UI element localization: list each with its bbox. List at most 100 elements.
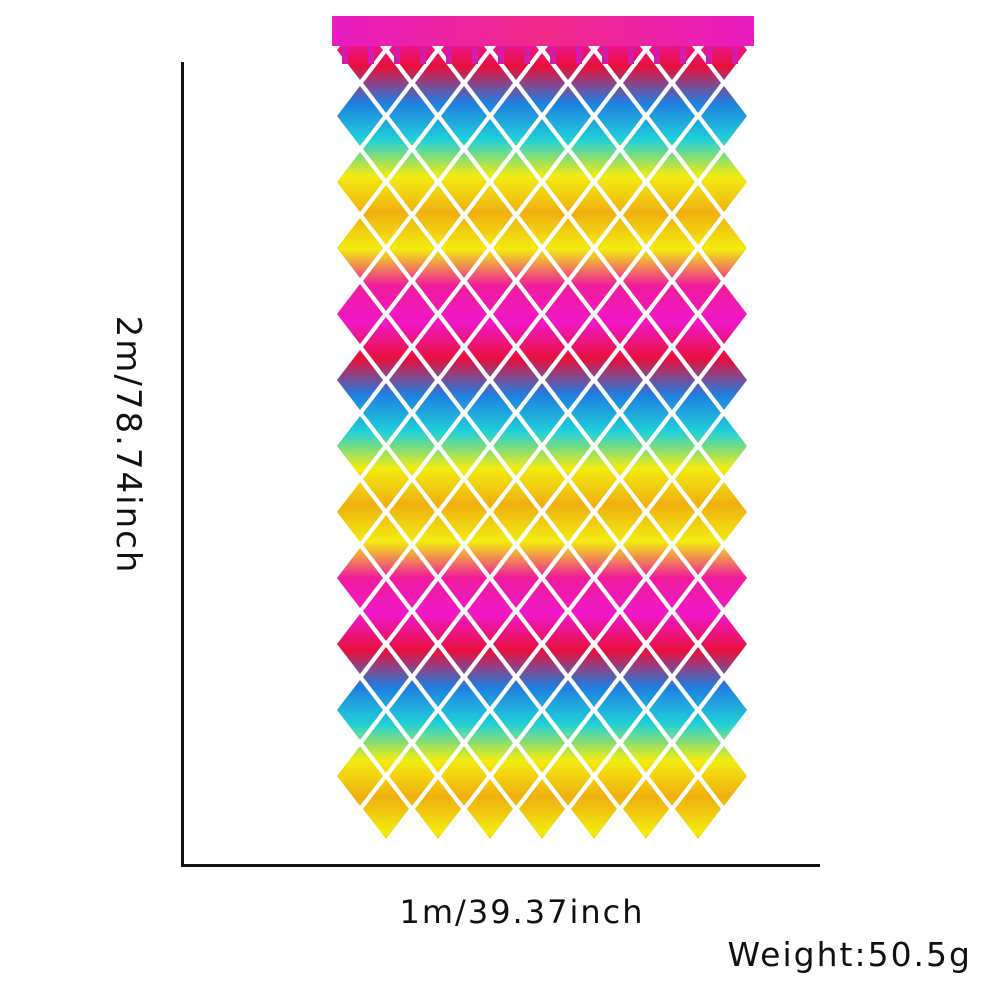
foil-diamond <box>493 350 539 410</box>
foil-diamond <box>415 383 461 443</box>
foil-diamond <box>623 647 669 707</box>
foil-diamond <box>623 119 669 179</box>
foil-diamond <box>415 53 461 113</box>
foil-diamond <box>415 515 461 575</box>
width-dimension-label: 1m/39.37inch <box>399 893 645 931</box>
foil-diamond <box>389 218 435 278</box>
weight-label: Weight:50.5g <box>727 935 972 974</box>
foil-diamond <box>389 746 435 806</box>
foil-diamond <box>701 218 747 278</box>
foil-diamond <box>519 251 565 311</box>
foil-diamond <box>545 746 591 806</box>
foil-diamond <box>597 152 643 212</box>
foil-diamond <box>363 383 409 443</box>
header-tab <box>368 46 374 64</box>
foil-diamond <box>597 746 643 806</box>
foil-diamond <box>597 284 643 344</box>
foil-diamond <box>701 284 747 344</box>
foil-diamond <box>415 317 461 377</box>
foil-diamond <box>597 548 643 608</box>
foil-diamond <box>701 86 747 146</box>
foil-diamond <box>519 53 565 113</box>
foil-diamond <box>467 119 513 179</box>
foil-diamond <box>545 548 591 608</box>
foil-diamond <box>467 779 513 839</box>
foil-diamond <box>493 746 539 806</box>
foil-diamond <box>467 53 513 113</box>
foil-diamond <box>441 548 487 608</box>
foil-diamond <box>701 416 747 476</box>
foil-diamond <box>493 152 539 212</box>
foil-diamond <box>649 284 695 344</box>
foil-diamond <box>389 350 435 410</box>
foil-diamond <box>597 614 643 674</box>
foil-diamond <box>415 647 461 707</box>
foil-diamond <box>415 185 461 245</box>
foil-diamond <box>467 383 513 443</box>
foil-diamond <box>649 86 695 146</box>
foil-diamond <box>675 185 721 245</box>
foil-diamond <box>623 713 669 773</box>
foil-diamond <box>623 317 669 377</box>
foil-diamond <box>675 581 721 641</box>
foil-diamond <box>467 515 513 575</box>
foil-diamond <box>571 581 617 641</box>
foil-diamond <box>441 284 487 344</box>
foil-diamond <box>545 86 591 146</box>
header-tab <box>628 46 634 64</box>
header-tab <box>706 46 712 64</box>
foil-diamond <box>467 647 513 707</box>
foil-diamond <box>571 449 617 509</box>
foil-diamond <box>649 416 695 476</box>
foil-diamond <box>545 416 591 476</box>
foil-diamond <box>415 119 461 179</box>
foil-diamond <box>675 251 721 311</box>
foil-diamond <box>545 482 591 542</box>
foil-diamond <box>519 449 565 509</box>
foil-diamond <box>389 86 435 146</box>
foil-diamond <box>415 779 461 839</box>
foil-diamond <box>675 647 721 707</box>
foil-diamond <box>675 449 721 509</box>
foil-diamond <box>415 713 461 773</box>
foil-diamond <box>571 779 617 839</box>
foil-diamond <box>441 614 487 674</box>
foil-diamond <box>415 449 461 509</box>
foil-diamond <box>493 548 539 608</box>
foil-diamond <box>363 779 409 839</box>
foil-diamond <box>623 449 669 509</box>
foil-diamond <box>441 746 487 806</box>
foil-diamond <box>519 581 565 641</box>
foil-diamond <box>571 515 617 575</box>
foil-diamond <box>701 482 747 542</box>
foil-diamond <box>571 251 617 311</box>
foil-diamond <box>363 449 409 509</box>
foil-diamond <box>337 746 383 806</box>
foil-diamond <box>389 548 435 608</box>
foil-diamond <box>363 251 409 311</box>
foil-diamond <box>675 317 721 377</box>
foil-diamond <box>441 416 487 476</box>
height-dimension-label: 2m/78.74inch <box>108 315 148 575</box>
header-tab <box>472 46 478 64</box>
foil-diamond <box>441 482 487 542</box>
header-tab <box>446 46 452 64</box>
foil-diamond <box>389 152 435 212</box>
foil-diamond <box>675 53 721 113</box>
foil-diamond <box>571 119 617 179</box>
foil-diamond <box>363 53 409 113</box>
foil-diamond <box>649 152 695 212</box>
foil-diamond <box>649 350 695 410</box>
foil-diamond <box>675 119 721 179</box>
foil-diamond <box>597 350 643 410</box>
foil-diamond <box>493 680 539 740</box>
foil-diamond <box>389 680 435 740</box>
foil-diamond <box>493 86 539 146</box>
foil-diamond <box>649 746 695 806</box>
foil-diamond <box>337 614 383 674</box>
foil-diamond <box>363 119 409 179</box>
header-tab <box>550 46 556 64</box>
foil-diamond <box>337 680 383 740</box>
foil-diamond <box>467 185 513 245</box>
foil-diamond <box>623 383 669 443</box>
